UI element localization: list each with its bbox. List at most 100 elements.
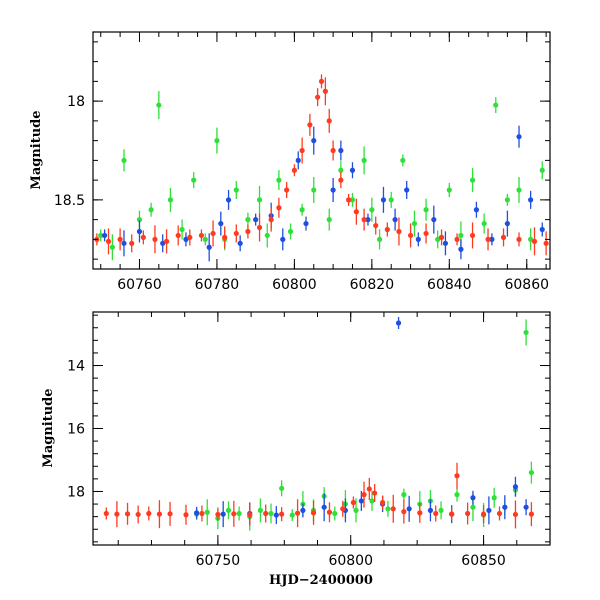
bottom-series-0-point — [310, 510, 317, 516]
top-series-0-point — [454, 236, 460, 242]
top-series-2-point — [287, 228, 294, 235]
bottom-series-0-point — [417, 510, 423, 516]
bottom-series-0-point — [231, 511, 237, 517]
top-series-2-point — [338, 167, 344, 173]
top-series-0-point — [198, 232, 205, 239]
top-series-2-point — [191, 177, 197, 183]
bottom-series-1-point — [512, 484, 519, 490]
bottom-series-1-point — [427, 507, 434, 513]
bottom-series-0-point — [433, 510, 439, 517]
top-series-1-point — [295, 157, 301, 163]
bottom-series-0-point — [366, 486, 372, 492]
top-series-1-point — [415, 236, 421, 242]
bottom-y-tick-label: 14 — [67, 359, 85, 375]
bottom-series-0-point — [263, 510, 269, 517]
bottom-series-1-point — [406, 506, 412, 512]
top-series-2-point — [121, 157, 127, 163]
bottom-series-0-point — [124, 511, 131, 517]
top-series-1-point — [365, 217, 371, 223]
top-series-1-point — [253, 217, 259, 223]
top-x-tick-label: 60820 — [350, 277, 395, 293]
top-series-1-point — [218, 220, 224, 227]
top-panel-frame — [92, 31, 551, 270]
top-series-1-point — [539, 226, 545, 233]
bottom-series-1-point — [523, 504, 529, 510]
top-series-2-point — [214, 138, 220, 144]
bottom-series-0-point — [294, 510, 301, 516]
top-series-2-point — [458, 232, 464, 239]
top-series-0-point — [152, 236, 158, 242]
top-series-0-point — [485, 236, 491, 242]
bottom-series-0-point — [465, 510, 471, 517]
top-series-2-point — [400, 157, 406, 163]
bottom-series-2-point — [523, 329, 529, 336]
top-series-1-point — [442, 240, 449, 246]
bottom-series-0-point — [380, 499, 386, 506]
top-series-0-point — [531, 238, 538, 244]
top-series-0-point — [222, 234, 228, 240]
bottom-y-tick-label: 18 — [67, 484, 85, 500]
top-x-tick-label: 60780 — [195, 277, 240, 293]
top-series-1-point — [404, 187, 410, 193]
top-x-tick-label: 60760 — [117, 277, 162, 293]
top-panel-data — [94, 74, 549, 262]
top-series-2-point — [369, 207, 375, 213]
bottom-panel-ticks: 60750 60800 60850 14 16 18 — [67, 312, 551, 569]
bottom-series-0-point — [279, 511, 285, 517]
bottom-series-0-point — [167, 511, 173, 517]
bottom-series-2-point — [225, 507, 232, 513]
top-series-0-point — [423, 230, 429, 237]
top-series-2-point — [156, 102, 162, 108]
top-series-0-point — [384, 226, 390, 233]
bottom-series-2-point — [401, 492, 407, 498]
bottom-series-2-point — [204, 509, 210, 515]
bottom-series-0-point — [401, 509, 407, 515]
top-series-2-point — [493, 102, 499, 108]
bottom-series-1-point — [300, 507, 306, 513]
bottom-x-tick-label: 60800 — [328, 553, 373, 569]
top-series-0-point — [373, 222, 379, 229]
bottom-series-1-point — [486, 507, 492, 513]
top-series-2-point — [435, 236, 441, 242]
top-y-tick-label: 18.5 — [54, 193, 85, 209]
bottom-x-axis-label: HJD−2400000 — [269, 573, 373, 588]
bottom-series-1-point — [220, 511, 226, 517]
bottom-series-0-point — [326, 509, 333, 515]
bottom-series-2-point — [236, 510, 242, 517]
top-series-0-point — [315, 94, 321, 100]
top-series-2-point — [264, 232, 270, 239]
top-series-0-point — [438, 234, 445, 240]
top-series-2-point — [276, 177, 282, 183]
top-series-0-point — [353, 209, 359, 215]
bottom-series-2-point — [353, 507, 359, 513]
top-series-1-point — [330, 187, 336, 193]
top-series-0-point — [284, 187, 290, 193]
bottom-series-0-point — [361, 492, 367, 498]
bottom-series-1-point — [470, 495, 476, 501]
bottom-panel: 60750 60800 60850 14 16 18 Magnitude HJD−2400… — [41, 311, 551, 588]
bottom-series-0-point — [199, 510, 205, 517]
bottom-series-0-point — [103, 510, 109, 517]
bottom-series-0-point — [449, 511, 455, 517]
top-series-2-point — [136, 217, 143, 223]
top-series-2-point — [109, 244, 115, 250]
top-series-2-point — [539, 167, 545, 173]
top-panel: 60760 60780 60800 60820 60840 60860 18 18.5 Mag… — [29, 31, 551, 293]
top-series-1-point — [160, 240, 166, 246]
top-series-0-point — [361, 217, 367, 223]
top-series-2-point — [233, 187, 239, 193]
bottom-series-2-point — [454, 492, 460, 498]
bottom-x-tick-label: 60750 — [196, 553, 241, 569]
top-series-1-point — [528, 197, 534, 203]
bottom-panel-frame — [92, 311, 551, 546]
top-series-2-point — [256, 197, 263, 203]
top-series-0-point — [175, 232, 181, 239]
top-series-1-point — [473, 207, 480, 213]
top-series-2-point — [167, 197, 174, 203]
bottom-series-0-point — [215, 511, 221, 518]
top-series-0-point — [233, 230, 239, 237]
bottom-series-0-point — [247, 512, 253, 518]
bottom-series-2-point — [491, 495, 497, 501]
bottom-series-0-point — [156, 511, 163, 517]
